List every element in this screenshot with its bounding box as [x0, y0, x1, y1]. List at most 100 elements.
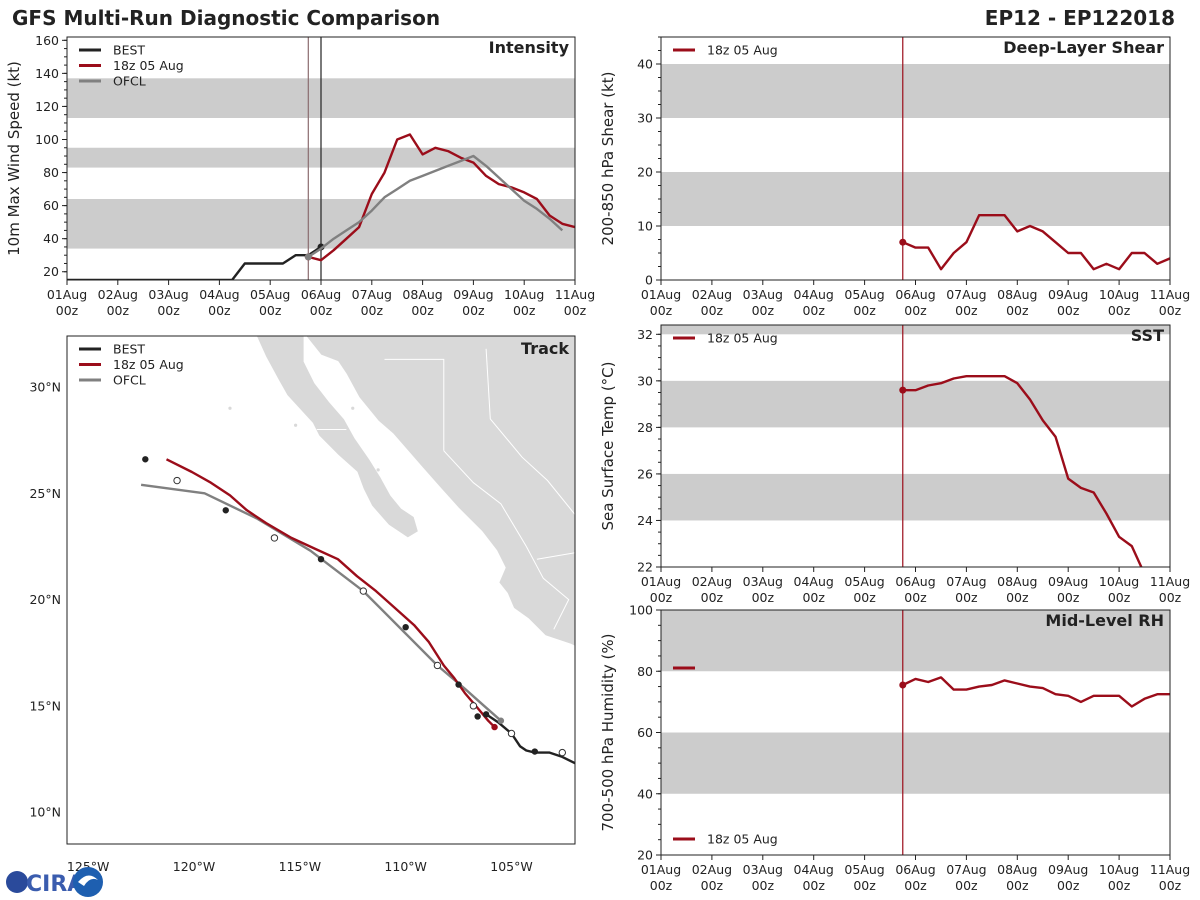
cira-logo: CIRA	[6, 867, 103, 897]
x-tick-hour-label: 00z	[564, 303, 587, 318]
legend-label-run: 18z 05 Aug	[113, 357, 184, 372]
x-tick-hour-label: 00z	[802, 303, 825, 318]
series-point-run	[899, 238, 907, 246]
series-line-run	[902, 676, 1170, 708]
x-tick-hour-label: 00z	[955, 303, 978, 318]
baja-california-landmass	[255, 336, 419, 539]
x-tick-day-label: 10Aug	[504, 287, 544, 302]
x-tick-hour-label: 00z	[853, 878, 876, 893]
x-tick-day-label: 11Aug	[1150, 574, 1190, 589]
x-tick-hour-label: 00z	[752, 878, 775, 893]
band-1	[661, 610, 1170, 672]
logo-swirl-icon	[73, 867, 103, 897]
state-border	[536, 552, 575, 560]
legend-label-best: BEST	[113, 43, 145, 58]
panel-title: Deep-Layer Shear	[1003, 38, 1164, 57]
legend-label-best: BEST	[113, 342, 145, 357]
x-tick-hour-label: 00z	[904, 878, 927, 893]
track-panel: 125°W 120°W 115°W 110°W 105°W 10°N 15°N 20°N 25°…	[29, 335, 576, 874]
island-shape	[228, 406, 232, 410]
x-tick-hour-label: 00z	[56, 303, 79, 318]
logo-globe-icon	[6, 871, 28, 893]
y-tick-label: 22	[637, 560, 653, 575]
y-tick-label: 60	[43, 198, 59, 213]
band-1	[661, 380, 1170, 428]
state-border	[525, 546, 570, 630]
x-tick-day-label: 11Aug	[555, 287, 595, 302]
map-land	[228, 336, 575, 647]
panel-title: SST	[1131, 326, 1164, 345]
y-tick-label: 100	[629, 603, 653, 618]
x-tick-hour-label: 00z	[904, 590, 927, 605]
series-line-run	[307, 133, 575, 262]
y-tick-label: 60	[637, 725, 653, 740]
series-point-run	[899, 681, 907, 689]
lon-tick-label: 110°W	[384, 859, 426, 874]
x-tick-hour-label: 00z	[650, 878, 673, 893]
x-tick-day-label: 02Aug	[692, 287, 732, 302]
x-tick-day-label: 06Aug	[895, 862, 935, 877]
x-tick-hour-label: 00z	[157, 303, 180, 318]
x-tick-day-label: 06Aug	[301, 287, 341, 302]
series-line-best	[67, 245, 322, 280]
x-tick-day-label: 02Aug	[98, 287, 138, 302]
track-marker-run	[474, 713, 481, 720]
track-marker-run	[359, 587, 368, 595]
y-axis-label: 200-850 hPa Shear (kt)	[599, 72, 617, 246]
x-tick-day-label: 10Aug	[1099, 862, 1139, 877]
x-tick-day-label: 08Aug	[997, 287, 1037, 302]
logo-swirl-shape	[78, 875, 98, 886]
state-border	[443, 450, 527, 547]
track-marker-run	[433, 661, 442, 670]
x-tick-day-label: 04Aug	[794, 287, 834, 302]
mexico-mainland-landmass	[305, 336, 575, 647]
y-axis-label: Sea Surface Temp (°C)	[599, 361, 617, 530]
x-tick-day-label: 04Aug	[794, 862, 834, 877]
series-line-run	[902, 213, 1170, 271]
x-tick-day-label: 07Aug	[352, 287, 392, 302]
y-tick-label: 30	[637, 111, 653, 126]
series-point-run	[899, 386, 907, 394]
x-tick-day-label: 03Aug	[743, 574, 783, 589]
shear-panel: 01020304001Aug00z02Aug00z03Aug00z04Aug00…	[599, 36, 1190, 318]
y-tick-label: 20	[43, 264, 59, 279]
state-border	[384, 358, 445, 451]
track-marker-run	[270, 534, 279, 542]
track-marker-run	[491, 723, 498, 731]
track-marker-run	[317, 555, 325, 563]
x-tick-hour-label: 00z	[1057, 590, 1080, 605]
y-tick-label: 40	[43, 231, 59, 246]
x-tick-hour-label: 00z	[1159, 303, 1182, 318]
x-tick-hour-label: 00z	[701, 878, 724, 893]
y-tick-label: 28	[637, 420, 653, 435]
lat-tick-label: 30°N	[29, 380, 61, 395]
lat-tick-label: 20°N	[29, 592, 61, 607]
x-tick-day-label: 05Aug	[250, 287, 290, 302]
lon-tick-label: 105°W	[490, 859, 532, 874]
x-tick-day-label: 09Aug	[1048, 574, 1088, 589]
y-tick-label: 32	[637, 327, 653, 342]
x-tick-hour-label: 00z	[1006, 590, 1029, 605]
x-tick-day-label: 09Aug	[1048, 287, 1088, 302]
lon-tick-label: 120°W	[173, 859, 215, 874]
x-tick-day-label: 07Aug	[946, 574, 986, 589]
x-tick-hour-label: 00z	[955, 878, 978, 893]
panel-title: Mid-Level RH	[1045, 611, 1164, 630]
panel-title: Track	[521, 339, 569, 358]
panel-title: Intensity	[489, 38, 570, 57]
x-tick-hour-label: 00z	[853, 590, 876, 605]
x-tick-day-label: 11Aug	[1150, 862, 1190, 877]
axes-frame	[66, 335, 576, 845]
x-tick-day-label: 05Aug	[844, 574, 884, 589]
lat-tick-label: 10°N	[29, 805, 61, 820]
track-marker-run	[222, 507, 229, 514]
x-tick-hour-label: 00z	[208, 303, 231, 318]
track-line-best	[485, 713, 575, 765]
x-tick-day-label: 02Aug	[692, 862, 732, 877]
legend-label-run: 18z 05 Aug	[707, 331, 778, 346]
y-tick-label: 30	[637, 373, 653, 388]
x-tick-hour-label: 00z	[259, 303, 282, 318]
track-line-run	[165, 458, 496, 728]
y-tick-label: 80	[43, 165, 59, 180]
